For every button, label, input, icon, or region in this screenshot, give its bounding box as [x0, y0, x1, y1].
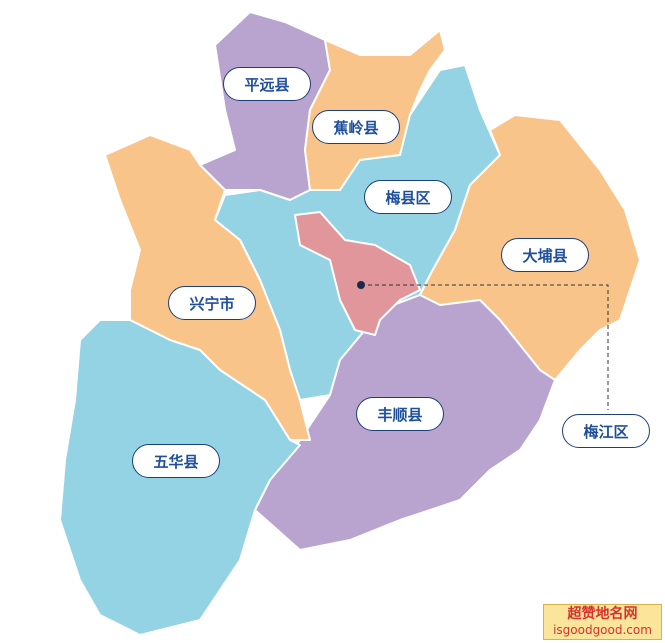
region-meijiang[interactable]	[294, 211, 421, 336]
label-meijiang: 梅江区	[562, 414, 650, 448]
label-pingyuan: 平远县	[223, 67, 311, 101]
label-meixian: 梅县区	[364, 180, 452, 214]
meijiang-marker	[357, 281, 365, 289]
leader-line	[361, 284, 609, 410]
watermark-logo: 超赞地名网 isgoodgood.com	[543, 604, 662, 640]
watermark-title: 超赞地名网	[567, 606, 638, 622]
watermark-url: isgoodgood.com	[553, 623, 652, 637]
label-jiaoling: 蕉岭县	[312, 110, 400, 144]
label-xingning: 兴宁市	[168, 286, 256, 320]
label-dabu: 大埔县	[501, 238, 589, 272]
label-wuhua: 五华县	[132, 444, 220, 478]
label-fengshun: 丰顺县	[356, 397, 444, 431]
